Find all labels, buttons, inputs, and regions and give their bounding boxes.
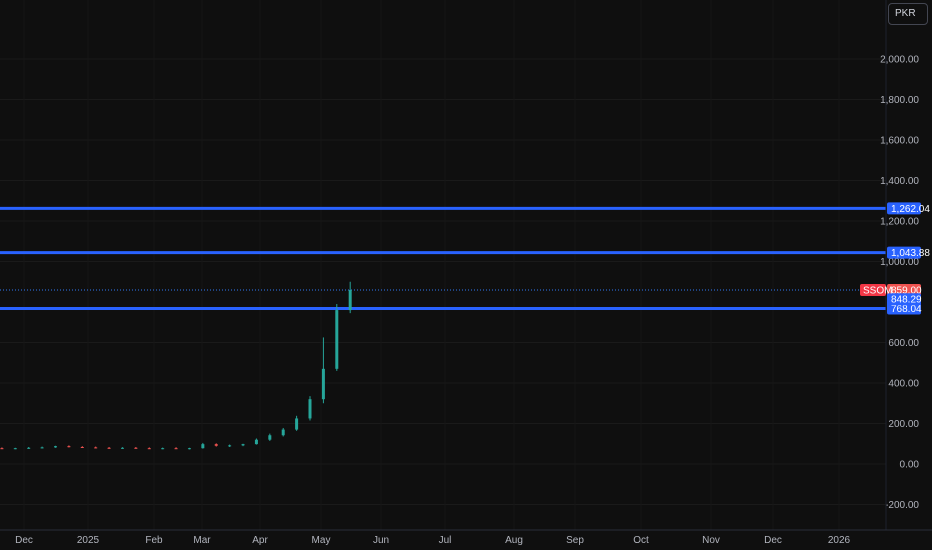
x-tick-label: Jul: [439, 535, 452, 546]
x-tick-label: Oct: [633, 535, 649, 546]
candle-body: [348, 290, 352, 311]
level-price-tag-bg: [887, 202, 921, 215]
candle-body: [134, 447, 138, 449]
y-tick-label: 200.00: [888, 419, 919, 430]
y-tick-label: 1,800.00: [880, 95, 919, 106]
x-tick-label: Aug: [505, 535, 523, 546]
level-price-tag-bg: [887, 302, 921, 315]
y-tick-label: 1,600.00: [880, 136, 919, 147]
candle-body: [281, 429, 285, 436]
candle-body: [0, 448, 4, 450]
candle-body: [53, 446, 57, 448]
candle-body: [67, 446, 71, 448]
currency-selector-button[interactable]: PKR: [888, 3, 928, 25]
candle-body: [268, 435, 272, 440]
candle-body: [174, 448, 178, 450]
candle-body: [187, 448, 191, 450]
last-price-tag-bg: [887, 284, 921, 297]
candle-body: [147, 448, 151, 450]
level-price-tag: 1,262.04: [891, 204, 930, 215]
candle-body: [295, 418, 299, 430]
x-tick-label: Dec: [15, 535, 33, 546]
candle-body: [107, 447, 111, 449]
x-tick-label: Mar: [193, 535, 211, 546]
y-tick-label: 1,000.00: [880, 257, 919, 268]
candle-body: [321, 368, 325, 400]
y-tick-label: 0.00: [900, 460, 920, 471]
x-tick-label: 2025: [77, 535, 100, 546]
x-tick-label: Nov: [702, 535, 720, 546]
level-price-tag-bg: [887, 246, 921, 259]
candle-body: [40, 447, 44, 449]
candle-body: [13, 448, 17, 450]
x-tick-label: Dec: [764, 535, 782, 546]
candle-body: [308, 399, 312, 419]
last-price-tag: 859.00: [891, 286, 922, 297]
candle-body: [228, 445, 232, 447]
symbol-tag: SSOM: [863, 286, 892, 297]
y-tick-label: 1,200.00: [880, 217, 919, 228]
x-tick-label: Apr: [252, 535, 268, 546]
symbol-tag-bg: [860, 284, 886, 297]
x-tick-label: Sep: [566, 535, 584, 546]
secondary-price-tag: 848.29: [891, 295, 922, 306]
candle-body: [201, 444, 205, 449]
secondary-price-tag-bg: [887, 293, 921, 306]
level-price-tag: 1,043.88: [891, 248, 930, 259]
y-tick-label: 400.00: [888, 379, 919, 390]
y-tick-label: 600.00: [888, 338, 919, 349]
candle-body: [80, 446, 84, 448]
candle-body: [94, 447, 98, 449]
candles: [0, 281, 352, 450]
price-axis: -200.00 0.00 200.00 400.00 600.00 1,000.00 1,2…: [880, 0, 919, 530]
horizontal-levels: [0, 206, 886, 310]
candle-body: [161, 448, 165, 450]
x-tick-label: 2026: [828, 535, 851, 546]
candle-body: [120, 447, 124, 449]
y-tick-label: 2,000.00: [880, 55, 919, 66]
x-tick-label: May: [312, 535, 331, 546]
candle-body: [214, 444, 218, 446]
y-tick-label: 1,400.00: [880, 176, 919, 187]
candle-body: [27, 447, 31, 449]
time-axis: Dec 2025 Feb Mar Apr May Jun Jul Aug Sep Oct Nov Dec…: [0, 529, 932, 546]
candle-body: [335, 310, 339, 369]
level-price-tag: 768.04: [891, 304, 922, 315]
candle-body: [254, 439, 258, 445]
y-tick-label: -200.00: [885, 500, 919, 511]
x-tick-label: Jun: [373, 535, 389, 546]
candle-body: [241, 444, 245, 446]
x-tick-label: Feb: [145, 535, 163, 546]
